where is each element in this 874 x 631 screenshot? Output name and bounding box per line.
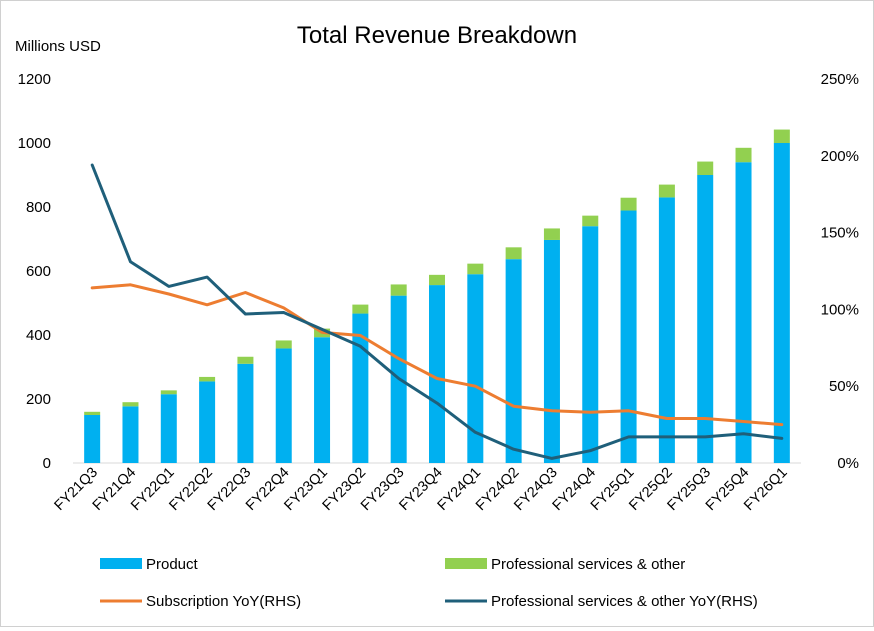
bars [84, 129, 790, 463]
product-bar [429, 285, 445, 463]
y-left-tick-label: 200 [26, 391, 51, 408]
product-bar [122, 406, 139, 463]
legend-label: Subscription YoY(RHS) [146, 593, 301, 610]
y-right-tick-label: 250% [821, 71, 859, 88]
product-bar [773, 143, 790, 463]
professional-services-bar [122, 402, 139, 407]
chart-title: Total Revenue Breakdown [297, 22, 577, 49]
x-tick-labels: FY21Q3FY21Q4FY22Q1FY22Q2FY22Q3FY22Q4FY23… [51, 465, 790, 514]
y-right-tick-label: 0% [837, 455, 859, 472]
y-left-tick-labels: 0 200 400 600 800 1000 1200 [18, 71, 51, 472]
professional-services-bar [390, 284, 407, 296]
y-left-axis-label: Millions USD [15, 38, 101, 55]
product-bar [199, 381, 216, 463]
legend-swatch [445, 558, 487, 569]
y-right-tick-labels: 0% 50% 100% 150% 200% 250% [821, 71, 859, 472]
y-right-tick-label: 100% [821, 301, 859, 318]
legend-label: Professional services & other YoY(RHS) [491, 593, 758, 610]
product-bar [620, 210, 637, 463]
product-bar [84, 415, 101, 463]
professional-services-bar [275, 340, 292, 349]
y-left-tick-label: 600 [26, 263, 51, 280]
professional-services-bar [429, 274, 445, 286]
lines [90, 163, 784, 460]
professional-services-bar [352, 304, 369, 314]
y-right-tick-label: 150% [821, 225, 859, 242]
legend-swatch [100, 558, 142, 569]
professional-services-bar [237, 356, 254, 364]
professional-services-bar [658, 184, 675, 198]
professional-services-bar [582, 215, 599, 227]
product-bar [160, 394, 177, 463]
y-left-tick-label: 1000 [18, 135, 51, 152]
x-tick-label: FY26Q1 [741, 465, 790, 514]
legend: Product Professional services & other Subs… [100, 556, 758, 610]
y-right-tick-label: 50% [829, 378, 859, 395]
professional-services-bar [160, 390, 177, 395]
y-right-tick-label: 200% [821, 148, 859, 165]
y-left-tick-label: 800 [26, 199, 51, 216]
professional-services-bar [84, 411, 101, 415]
product-bar [543, 239, 560, 463]
product-bar [275, 348, 292, 463]
product-bar [467, 274, 484, 463]
legend-label: Professional services & other [491, 556, 685, 573]
professional-services-bar [773, 129, 790, 143]
product-bar [735, 162, 752, 463]
product-bar [582, 226, 599, 463]
product-bar [237, 363, 254, 463]
product-bar [697, 175, 714, 463]
professional-services-bar [543, 228, 560, 240]
professional-services-bar [505, 247, 522, 260]
subscription-yoy-line [90, 283, 784, 427]
professional-services-bar [467, 263, 484, 275]
professional-services-bar [620, 197, 637, 211]
product-bar [314, 337, 331, 463]
y-left-tick-label: 1200 [18, 71, 51, 88]
professional-services-yoy-line [90, 163, 784, 460]
professional-services-bar [735, 147, 752, 163]
y-left-tick-label: 0 [43, 455, 51, 472]
product-bar [505, 259, 522, 463]
professional-services-bar [199, 376, 216, 382]
y-left-tick-label: 400 [26, 327, 51, 344]
product-bar [658, 197, 675, 463]
professional-services-bar [697, 161, 714, 175]
legend-label: Product [146, 556, 199, 573]
